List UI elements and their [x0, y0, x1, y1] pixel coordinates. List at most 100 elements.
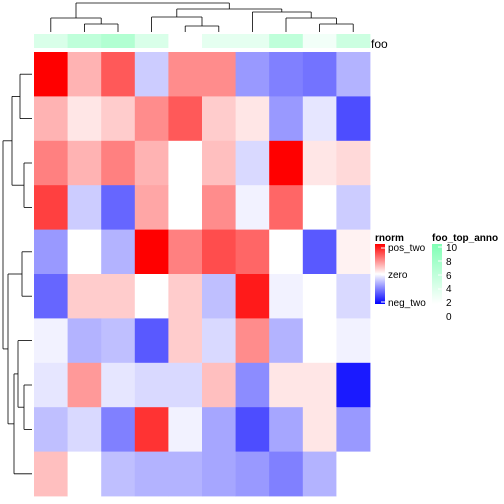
top-annotation-row: [34, 34, 371, 48]
heatmap-cell-r5-c5: [168, 229, 203, 275]
heatmap-cell-r1-c8: [269, 52, 304, 97]
heatmap-cell-r4-c10: [336, 185, 371, 230]
heatmap-cell-r2-c1: [34, 96, 68, 142]
heatmap-cell-r8-c4: [134, 362, 169, 408]
heatmap-cell-r4-c5: [168, 185, 203, 230]
heatmap-cell-r4-c9: [302, 185, 337, 230]
heatmap-cell-r5-c3: [101, 229, 136, 275]
heatmap-cell-r9-c5: [168, 407, 203, 452]
heatmap-cell-r4-c3: [101, 185, 136, 230]
heatmap-cell-r9-c1: [34, 407, 68, 452]
rnorm-legend: rnorm pos_two zero neg_two: [375, 233, 426, 309]
heatmap-cell-r10-c6: [202, 451, 236, 497]
heatmap-cell-r9-c10: [336, 407, 371, 452]
rnorm-legend-colorbar: [375, 244, 385, 304]
heatmap-cell-r9-c4: [134, 407, 169, 452]
heatmap-cell-r1-c6: [202, 52, 236, 97]
foo-legend-label-2: 2: [446, 298, 452, 309]
heatmap-cell-r1-c4: [134, 52, 169, 97]
heatmap-body: [34, 52, 371, 497]
heatmap-cell-r3-c1: [34, 140, 68, 186]
top-annotation-cell-9: [302, 34, 337, 48]
heatmap-cell-r1-c7: [235, 52, 270, 97]
heatmap-cell-r10-c5: [168, 451, 203, 497]
row-dendrogram: [2, 73, 32, 475]
heatmap-cell-r4-c6: [202, 185, 236, 230]
heatmap-cell-r8-c3: [101, 362, 136, 408]
foo-legend-label-4: 4: [446, 284, 452, 295]
heatmap-cell-r8-c8: [269, 362, 304, 408]
heatmap-cell-r8-c1: [34, 362, 68, 408]
rnorm-legend-title: rnorm: [375, 233, 404, 244]
heatmap-cell-r10-c2: [67, 451, 102, 497]
heatmap-cell-r6-c7: [235, 274, 270, 319]
heatmap-cell-r3-c3: [101, 140, 136, 186]
heatmap-cell-r10-c3: [101, 451, 136, 497]
heatmap-cell-r2-c4: [134, 96, 169, 142]
rnorm-legend-label-zero: zero: [388, 270, 408, 281]
heatmap-cell-r6-c10: [336, 274, 371, 319]
heatmap-cell-r7-c8: [269, 318, 304, 364]
heatmap-cell-r6-c3: [101, 274, 136, 319]
heatmap-cell-r8-c7: [235, 362, 270, 408]
top-annotation-cell-3: [101, 34, 136, 48]
heatmap-cell-r3-c8: [269, 140, 304, 186]
heatmap-cell-r9-c6: [202, 407, 236, 452]
rnorm-legend-label-pos: pos_two: [388, 243, 426, 254]
heatmap-cell-r6-c4: [134, 274, 169, 319]
heatmap-cell-r3-c7: [235, 140, 270, 186]
foo-legend-label-6: 6: [446, 271, 452, 282]
heatmap-cell-r1-c2: [67, 52, 102, 97]
heatmap-cell-r5-c6: [202, 229, 236, 275]
heatmap-cell-r9-c9: [302, 407, 337, 452]
heatmap-cell-r6-c6: [202, 274, 236, 319]
heatmap-cell-r4-c2: [67, 185, 102, 230]
heatmap-cell-r10-c10: [336, 451, 371, 497]
heatmap-cell-r5-c9: [302, 229, 337, 275]
heatmap-cell-r8-c2: [67, 362, 102, 408]
heatmap-cell-r3-c9: [302, 140, 337, 186]
top-annotation-cell-2: [67, 34, 102, 48]
heatmap-cell-r10-c1: [34, 451, 68, 497]
heatmap-cell-r8-c6: [202, 362, 236, 408]
top-annotation-cell-4: [134, 34, 169, 48]
heatmap-cell-r1-c9: [302, 52, 337, 97]
heatmap-cell-r9-c8: [269, 407, 304, 452]
heatmap-cell-r5-c10: [336, 229, 371, 275]
heatmap-cell-r2-c10: [336, 96, 371, 142]
heatmap-cell-r6-c9: [302, 274, 337, 319]
heatmap-cell-r6-c5: [168, 274, 203, 319]
heatmap-cell-r8-c9: [302, 362, 337, 408]
heatmap-cell-r7-c2: [67, 318, 102, 364]
heatmap-cell-r3-c6: [202, 140, 236, 186]
heatmap-cell-r1-c10: [336, 52, 371, 97]
heatmap-cell-r2-c3: [101, 96, 136, 142]
heatmap-cell-r4-c8: [269, 185, 304, 230]
heatmap-cell-r2-c5: [168, 96, 203, 142]
heatmap-cell-r3-c4: [134, 140, 169, 186]
heatmap-cell-r2-c7: [235, 96, 270, 142]
heatmap-cell-r6-c8: [269, 274, 304, 319]
heatmap-cell-r5-c2: [67, 229, 102, 275]
heatmap-cell-r2-c9: [302, 96, 337, 142]
rnorm-legend-label-neg: neg_two: [388, 298, 426, 309]
heatmap-cell-r9-c3: [101, 407, 136, 452]
heatmap-cell-r10-c9: [302, 451, 337, 497]
heatmap-cell-r1-c1: [34, 52, 68, 97]
top-annotation-cell-7: [235, 34, 270, 48]
foo-top-anno-legend: foo_top_anno 10 8 6 4 2 0: [432, 233, 498, 323]
top-annotation-cell-5: [168, 34, 203, 48]
top-annotation-cell-6: [202, 34, 236, 48]
heatmap-cell-r9-c7: [235, 407, 270, 452]
heatmap-cell-r8-c10: [336, 362, 371, 408]
heatmap-cell-r2-c8: [269, 96, 304, 142]
heatmap-cell-r8-c5: [168, 362, 203, 408]
heatmap-cell-r4-c1: [34, 185, 68, 230]
foo-legend-title: foo_top_anno: [432, 233, 498, 244]
heatmap-cell-r2-c6: [202, 96, 236, 142]
heatmap-cell-r7-c5: [168, 318, 203, 364]
heatmap-cell-r5-c7: [235, 229, 270, 275]
heatmap-cell-r7-c3: [101, 318, 136, 364]
heatmap-cell-r6-c1: [34, 274, 68, 319]
